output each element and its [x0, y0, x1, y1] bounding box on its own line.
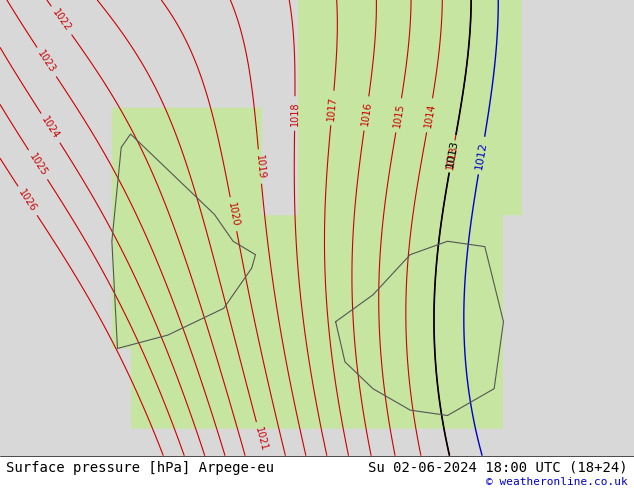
- Text: 1012: 1012: [474, 141, 489, 170]
- Text: 1025: 1025: [27, 151, 49, 178]
- Text: 1019: 1019: [254, 154, 266, 179]
- Text: 1024: 1024: [40, 115, 61, 141]
- Text: 1023: 1023: [36, 49, 58, 75]
- Text: 1013: 1013: [445, 145, 459, 171]
- Text: 1022: 1022: [50, 7, 73, 33]
- Text: 1018: 1018: [290, 101, 300, 126]
- Text: 1013: 1013: [445, 139, 460, 169]
- Text: Su 02-06-2024 18:00 UTC (18+24): Su 02-06-2024 18:00 UTC (18+24): [368, 461, 628, 475]
- Text: 1017: 1017: [327, 95, 339, 121]
- Text: © weatheronline.co.uk: © weatheronline.co.uk: [486, 477, 628, 487]
- Text: 1015: 1015: [392, 102, 406, 128]
- Text: 1021: 1021: [253, 426, 269, 452]
- Text: 1014: 1014: [423, 102, 437, 128]
- Text: 1016: 1016: [359, 100, 373, 126]
- Text: 1020: 1020: [226, 201, 241, 227]
- Text: Surface pressure [hPa] Arpege-eu: Surface pressure [hPa] Arpege-eu: [6, 461, 275, 475]
- Text: 1026: 1026: [16, 188, 39, 214]
